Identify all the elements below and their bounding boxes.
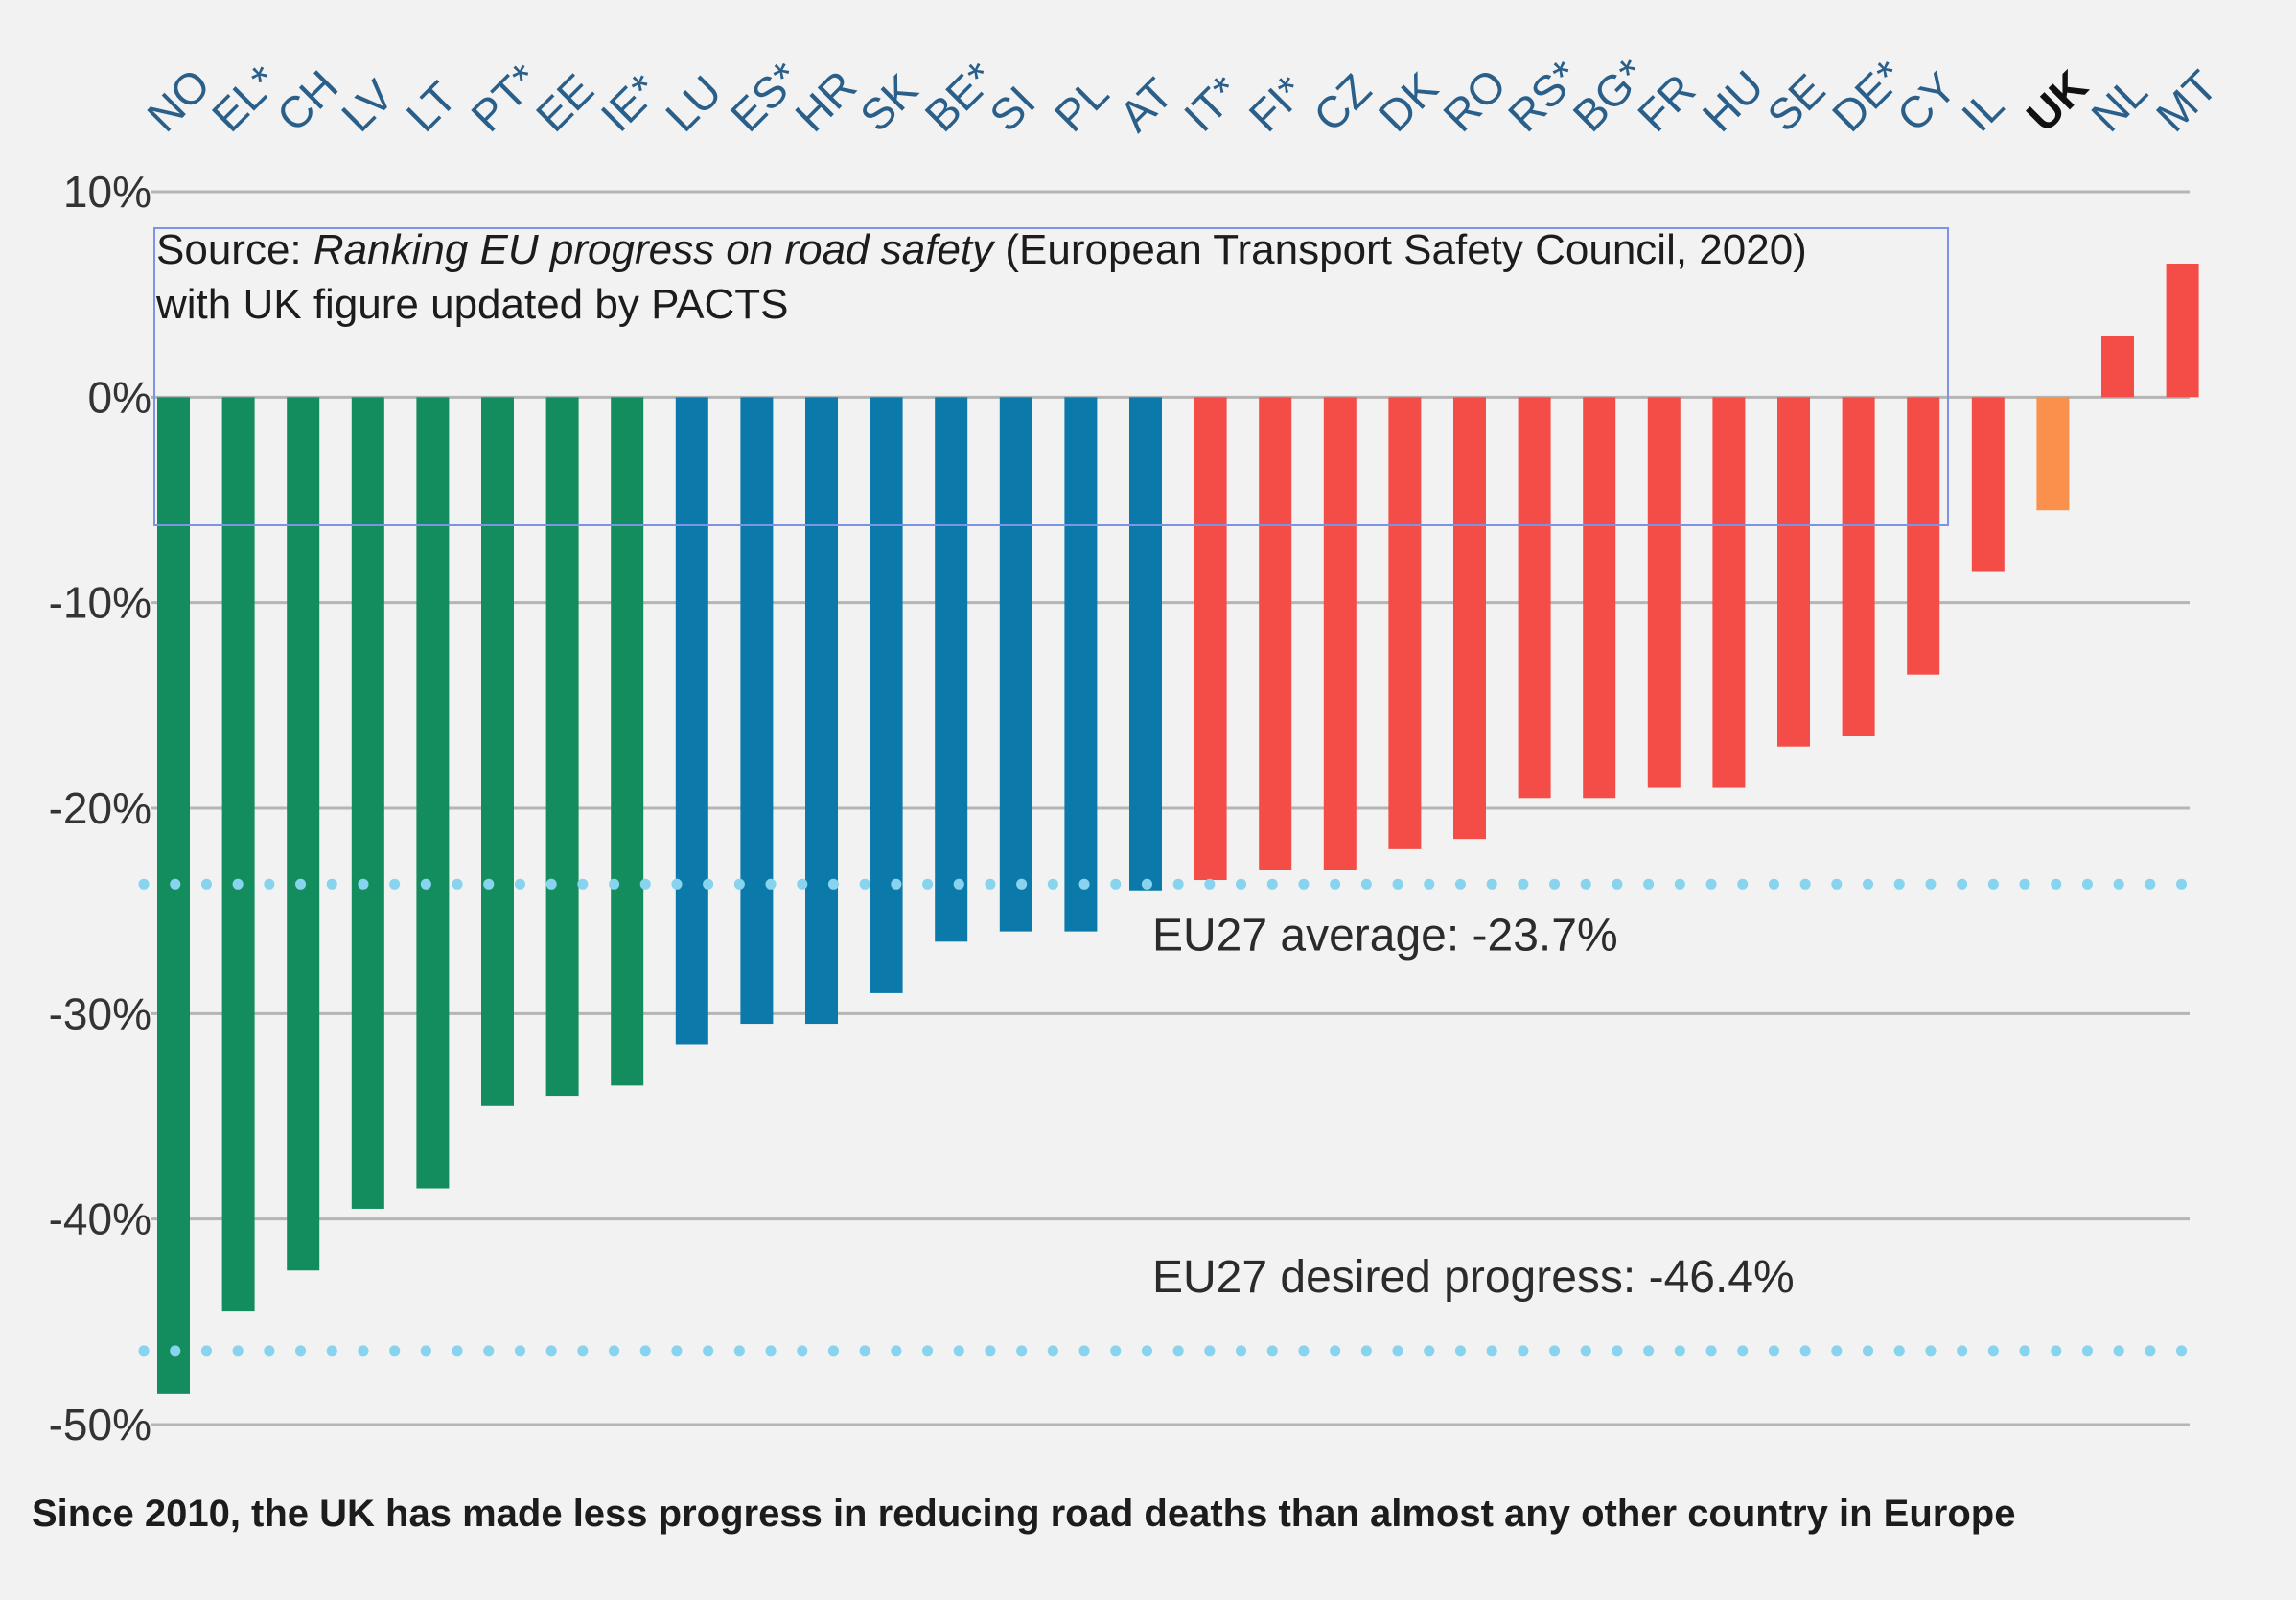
y-tick-label: -10%: [49, 578, 151, 628]
bar: [1453, 397, 1486, 840]
source-note-line-2: with UK figure updated by PACTS: [155, 281, 789, 328]
bar: [2036, 397, 2070, 511]
bar: [1647, 397, 1681, 788]
bar: [611, 397, 644, 1086]
bar: [157, 397, 190, 1394]
category-label: HR: [785, 60, 866, 141]
category-label: UK: [2017, 60, 2098, 141]
bar: [1064, 397, 1098, 932]
bar: [1777, 397, 1810, 747]
bar: [935, 397, 968, 942]
category-label: IT*: [1174, 66, 1249, 141]
source-note-box: [153, 227, 1949, 526]
y-tick-label: -50%: [49, 1400, 151, 1449]
reference-line-label: EU27 average: -23.7%: [1152, 910, 1618, 961]
category-label: SK: [850, 64, 927, 141]
y-tick-label: 10%: [63, 167, 151, 217]
category-label: IE*: [591, 64, 668, 141]
category-label: EE: [526, 64, 603, 141]
bar: [545, 397, 579, 1097]
category-label: AT: [1109, 68, 1182, 141]
bar: [1842, 397, 1875, 736]
gridlines: [151, 190, 2190, 1426]
bars: [157, 264, 2199, 1394]
y-tick-label: -40%: [49, 1194, 151, 1244]
bar: [1583, 397, 1616, 799]
bar: [416, 397, 450, 1189]
category-label: LT: [397, 72, 466, 141]
bar: [2166, 264, 2199, 398]
chart-caption: Since 2010, the UK has made less progres…: [32, 1493, 2015, 1535]
category-label: CH: [267, 60, 348, 141]
bar: [1194, 397, 1227, 881]
source-note-prefix: Source:: [156, 226, 313, 273]
bar: [1388, 397, 1422, 849]
bar: [481, 397, 514, 1106]
category-label: CZ: [1304, 64, 1380, 141]
category-label: SE: [1757, 64, 1834, 141]
y-tick-label: 0%: [88, 372, 151, 422]
bar: [1518, 397, 1551, 799]
bar: [805, 397, 838, 1025]
reference-lines: EU27 average: -23.7% EU27 desired progres…: [138, 878, 2211, 1357]
category-label: FI*: [1240, 66, 1314, 141]
category-label: DK: [1369, 62, 1448, 141]
bar: [2101, 336, 2134, 398]
category-label: HU: [1693, 60, 1774, 141]
category-label: NL: [2081, 66, 2156, 141]
bar: [870, 397, 903, 993]
bar: [1712, 397, 1746, 788]
category-label: IL: [1952, 80, 2013, 141]
category-label: PL: [1045, 68, 1119, 142]
bar: [1971, 397, 2005, 572]
category-label: LU: [656, 66, 731, 141]
bar: [1323, 397, 1357, 870]
bar: [740, 397, 774, 1025]
bar: [1907, 397, 1940, 675]
bar: [1259, 397, 1292, 870]
bar: [351, 397, 384, 1209]
y-tick-label: -30%: [49, 988, 151, 1038]
y-axis-tick-labels: 10% 0% -10% -20% -30% -40% -50%: [49, 167, 151, 1449]
source-note-title: Ranking EU progress on road safety: [313, 226, 996, 273]
category-label: LV: [332, 70, 403, 141]
bar: [1129, 397, 1162, 891]
source-note-line-1: Source: Ranking EU progress on road safe…: [156, 226, 1807, 273]
bar: [999, 397, 1032, 932]
reference-line-label: EU27 desired progress: -46.4%: [1152, 1252, 1795, 1303]
y-tick-label: -20%: [49, 783, 151, 833]
source-note-suffix: (European Transport Safety Council, 2020…: [993, 226, 1807, 273]
bar: [287, 397, 320, 1271]
category-label: MT: [2146, 60, 2227, 141]
bar: [675, 397, 708, 1045]
bar: [221, 397, 255, 1312]
